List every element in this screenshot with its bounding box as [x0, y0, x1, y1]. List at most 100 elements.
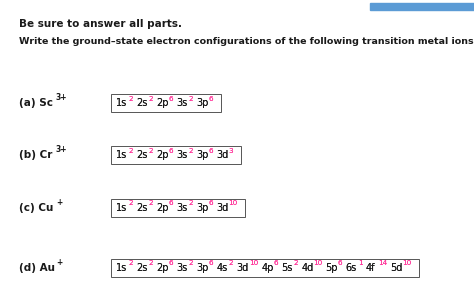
Text: 4f: 4f [366, 263, 375, 273]
Text: 1s: 1s [117, 150, 128, 161]
Text: Be sure to answer all parts.: Be sure to answer all parts. [19, 19, 182, 29]
FancyBboxPatch shape [111, 259, 419, 277]
Text: 14: 14 [378, 260, 387, 266]
Text: 3p: 3p [197, 150, 209, 161]
FancyBboxPatch shape [111, 199, 245, 217]
Text: 6: 6 [169, 260, 173, 266]
Text: 2p: 2p [156, 263, 169, 273]
Text: 10: 10 [249, 260, 258, 266]
Text: 6: 6 [273, 260, 278, 266]
Text: 1: 1 [358, 260, 363, 266]
Text: 3+: 3+ [56, 146, 67, 155]
Text: 2: 2 [189, 200, 193, 206]
Text: Write the ground–state electron configurations of the following transition metal: Write the ground–state electron configur… [19, 37, 474, 46]
Text: 2p: 2p [156, 203, 169, 213]
Text: 2: 2 [148, 200, 153, 206]
Text: 3s: 3s [176, 150, 188, 161]
Text: 5d: 5d [390, 263, 402, 273]
Text: +: + [56, 258, 62, 267]
Text: 2: 2 [148, 96, 153, 102]
Text: (c) Cu: (c) Cu [19, 203, 54, 213]
Text: 6: 6 [209, 200, 213, 206]
Text: 6: 6 [169, 260, 173, 266]
Text: 4d: 4d [301, 263, 313, 273]
Text: 2s: 2s [137, 203, 148, 213]
Text: 1s: 1s [117, 98, 128, 108]
Text: 2: 2 [293, 260, 298, 266]
Text: 3p: 3p [197, 203, 209, 213]
Text: 3p: 3p [197, 263, 209, 273]
Text: 6: 6 [209, 96, 213, 102]
Text: 6: 6 [169, 96, 173, 102]
Text: 2s: 2s [137, 150, 148, 161]
Text: 2: 2 [189, 96, 193, 102]
Bar [370, 3, 474, 10]
Text: 3p: 3p [197, 150, 209, 161]
Text: 3: 3 [228, 148, 233, 154]
Text: 2: 2 [293, 260, 298, 266]
Text: 3d: 3d [217, 203, 229, 213]
Text: 3p: 3p [197, 98, 209, 108]
Text: 6: 6 [273, 260, 278, 266]
Text: 6: 6 [209, 260, 213, 266]
Text: 3s: 3s [176, 203, 188, 213]
Text: 2: 2 [228, 260, 233, 266]
Text: 6: 6 [209, 96, 213, 102]
Text: 3d: 3d [217, 203, 229, 213]
Text: 2: 2 [148, 200, 153, 206]
Text: 2: 2 [128, 200, 133, 206]
Text: (a) Sc: (a) Sc [19, 98, 53, 108]
Text: 2p: 2p [156, 150, 169, 161]
Text: 2p: 2p [156, 263, 169, 273]
Text: 5p: 5p [326, 263, 338, 273]
Text: 10: 10 [402, 260, 411, 266]
Text: 3d: 3d [217, 150, 229, 161]
Text: 2s: 2s [137, 203, 148, 213]
Text: 3s: 3s [176, 98, 188, 108]
Text: 14: 14 [378, 260, 387, 266]
Text: 2: 2 [189, 200, 193, 206]
Text: 2: 2 [128, 96, 133, 102]
Text: 2: 2 [128, 260, 133, 266]
Text: 3s: 3s [176, 150, 188, 161]
Text: 5s: 5s [281, 263, 292, 273]
Text: 4p: 4p [261, 263, 273, 273]
Text: 6: 6 [169, 148, 173, 154]
Text: 3d: 3d [237, 263, 249, 273]
FancyBboxPatch shape [111, 147, 241, 164]
Text: 4d: 4d [301, 263, 313, 273]
Text: 3d: 3d [217, 150, 229, 161]
Text: 10: 10 [313, 260, 322, 266]
Text: 2: 2 [148, 260, 153, 266]
Text: 1s: 1s [117, 263, 128, 273]
Text: 3: 3 [228, 148, 233, 154]
Text: 10: 10 [313, 260, 322, 266]
Text: 2: 2 [128, 148, 133, 154]
Text: 3p: 3p [197, 263, 209, 273]
Text: 10: 10 [402, 260, 411, 266]
Text: 1: 1 [358, 260, 363, 266]
Text: 1s: 1s [117, 150, 128, 161]
Text: 6: 6 [209, 260, 213, 266]
Text: 4s: 4s [217, 263, 228, 273]
Text: 4s: 4s [217, 263, 228, 273]
Text: 2s: 2s [137, 150, 148, 161]
Text: (d) Au: (d) Au [19, 263, 55, 273]
Text: 1s: 1s [117, 98, 128, 108]
Text: 2: 2 [189, 260, 193, 266]
Text: 3s: 3s [176, 98, 188, 108]
Text: 2: 2 [189, 260, 193, 266]
Text: 2: 2 [128, 96, 133, 102]
Text: 2s: 2s [137, 263, 148, 273]
Text: 6s: 6s [346, 263, 357, 273]
Text: 6: 6 [338, 260, 342, 266]
Text: 3s: 3s [176, 263, 188, 273]
Text: 2: 2 [148, 148, 153, 154]
Text: 6: 6 [169, 96, 173, 102]
Text: 2: 2 [148, 260, 153, 266]
Text: (b) Cr: (b) Cr [19, 150, 52, 161]
Text: 1s: 1s [117, 263, 128, 273]
Text: 2p: 2p [156, 98, 169, 108]
Text: 6: 6 [338, 260, 342, 266]
Text: 3s: 3s [176, 203, 188, 213]
